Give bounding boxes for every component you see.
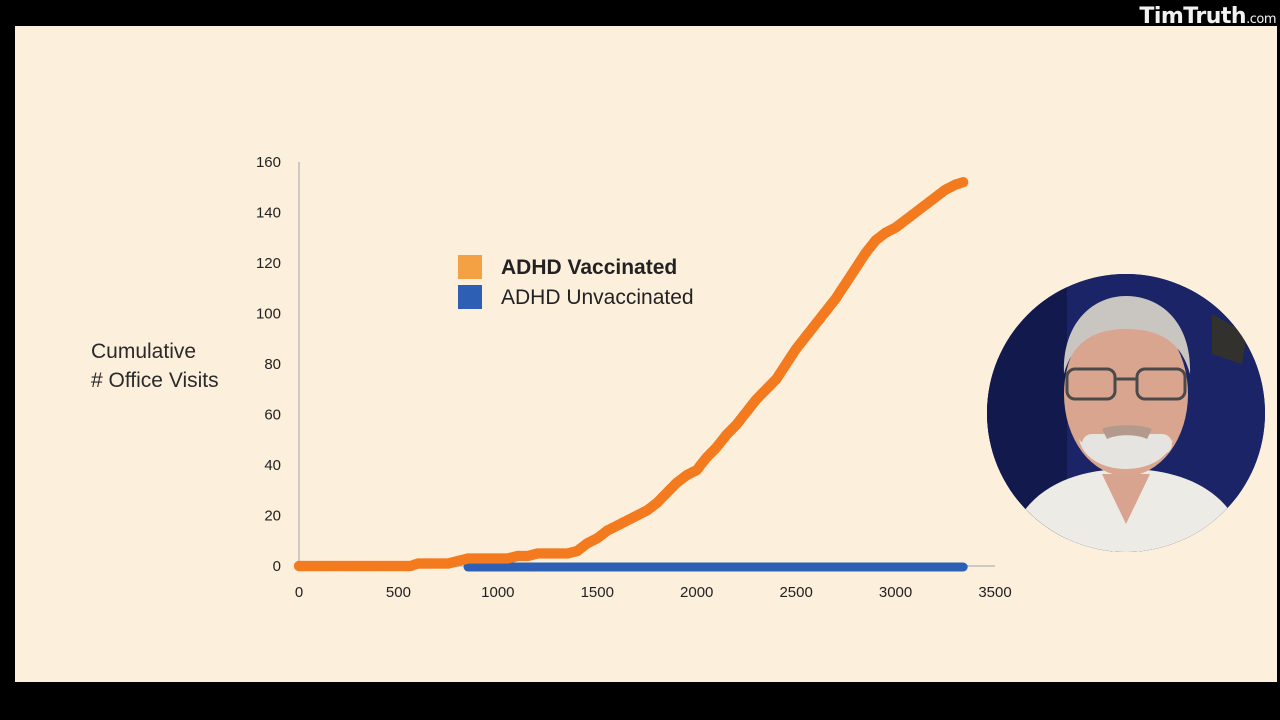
x-tick-label: 2000 [680,584,713,601]
x-tick-label: 1000 [481,584,514,601]
series-vaccinated-point [958,177,969,188]
y-tick-label: 40 [264,457,281,474]
x-tick-label: 3000 [879,584,912,601]
y-axis-label: Cumulative # Office Visits [91,337,219,395]
y-axis-label-line-1: Cumulative [91,340,197,363]
chart-ticks: 0 500 1000 1500 2000 2500 3000 3500 0 20 40 60 80 100… [256,154,1012,601]
y-axis-label-line-2: # Office Visits [91,369,219,392]
chart-series [293,177,969,572]
y-tick-label: 140 [256,205,281,222]
y-tick-label: 100 [256,306,281,323]
x-tick-label: 3500 [978,584,1011,601]
watermark-logo: TimTruth.com [1139,4,1276,29]
x-tick-label: 2500 [779,584,812,601]
presenter-webcam [987,274,1265,552]
legend-label: ADHD Unvaccinated [501,286,694,309]
y-tick-label: 20 [264,508,281,525]
presenter-image [987,274,1265,552]
y-tick-label: 80 [264,356,281,373]
legend-label: ADHD Vaccinated [501,256,677,279]
legend-swatch [458,255,482,279]
x-tick-label: 0 [295,584,303,601]
y-tick-label: 0 [273,558,281,575]
legend-swatch [458,285,482,309]
chart-legend: ADHD Vaccinated ADHD Unvaccinated [458,255,694,309]
y-tick-label: 160 [256,154,281,171]
x-tick-label: 500 [386,584,411,601]
y-tick-label: 120 [256,255,281,272]
y-tick-label: 60 [264,407,281,424]
x-tick-label: 1500 [581,584,614,601]
